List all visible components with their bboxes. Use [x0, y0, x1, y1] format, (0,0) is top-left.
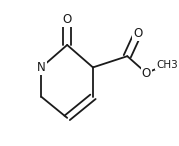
Text: O: O [133, 27, 142, 40]
Text: O: O [62, 13, 72, 26]
Text: O: O [142, 66, 151, 80]
Text: CH3: CH3 [156, 60, 178, 70]
Text: N: N [37, 61, 46, 74]
